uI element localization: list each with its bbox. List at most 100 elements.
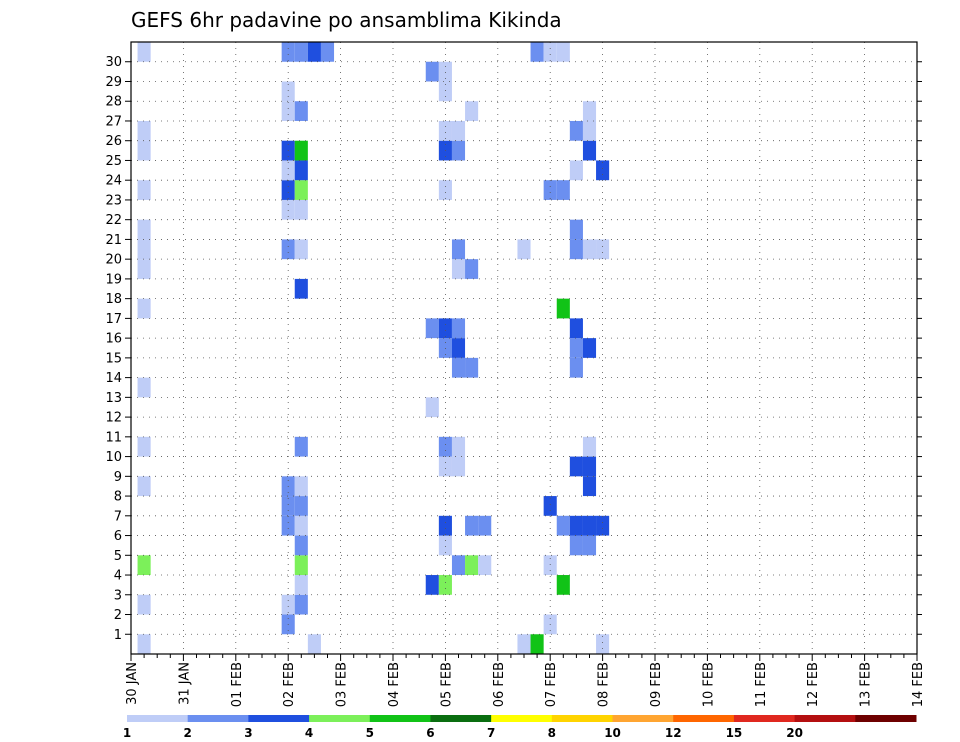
colorbar-label: 2 xyxy=(184,726,192,740)
y-tick-label: 6 xyxy=(114,529,122,544)
colorbar-label: 1 xyxy=(123,726,131,740)
heatmap-cell xyxy=(569,160,583,181)
heatmap-cell xyxy=(438,436,452,457)
colorbar-swatch xyxy=(794,715,856,722)
y-tick-label: 28 xyxy=(105,95,122,110)
x-tick-label: 04 FEB xyxy=(387,662,402,707)
heatmap-cell xyxy=(294,199,308,220)
heatmap-cell xyxy=(569,239,583,260)
heatmap-cell xyxy=(425,318,439,339)
heatmap-cell xyxy=(582,120,597,141)
heatmap-cell xyxy=(556,515,570,536)
heatmap-cell xyxy=(569,357,583,378)
heatmap-cell xyxy=(438,81,452,102)
heatmap-cell xyxy=(451,338,466,358)
heatmap-cell xyxy=(543,555,557,576)
heatmap-cell xyxy=(465,515,479,536)
y-tick-label: 4 xyxy=(114,569,122,584)
heatmap-cell xyxy=(596,239,610,260)
heatmap-cell xyxy=(582,338,597,358)
colorbar-label: 6 xyxy=(426,726,434,740)
heatmap-cell xyxy=(465,259,479,279)
heatmap-cell xyxy=(596,634,610,654)
heatmap-cell xyxy=(451,239,466,260)
heatmap-cell xyxy=(451,555,466,576)
colorbar-swatch xyxy=(612,715,674,722)
heatmap-cell xyxy=(582,476,597,497)
heatmap-cell xyxy=(451,436,466,457)
x-tick-label: 07 FEB xyxy=(544,662,559,707)
heatmap-cell xyxy=(530,42,544,62)
heatmap-cell xyxy=(294,515,308,536)
y-tick-label: 5 xyxy=(114,549,122,564)
y-tick-label: 9 xyxy=(114,470,122,485)
heatmap-cell xyxy=(569,515,583,536)
colorbar-swatch xyxy=(733,715,796,722)
colorbar-label: 3 xyxy=(244,726,252,740)
heatmap-cell xyxy=(137,140,151,161)
y-tick-label: 25 xyxy=(105,154,122,169)
heatmap-cell xyxy=(281,180,295,200)
heatmap-cell xyxy=(137,239,151,260)
heatmap-cell xyxy=(307,634,321,654)
colorbar-swatch xyxy=(491,715,553,722)
x-tick-label: 14 FEB xyxy=(911,662,926,707)
x-tick-label: 08 FEB xyxy=(597,662,612,707)
heatmap-cell xyxy=(137,436,151,457)
colorbar-swatch xyxy=(187,715,249,722)
colorbar-label: 12 xyxy=(665,726,682,740)
heatmap-cell xyxy=(451,357,466,378)
x-tick-label: 30 JAN xyxy=(125,662,140,705)
heatmap-cell xyxy=(307,42,321,62)
y-tick-label: 8 xyxy=(114,490,122,505)
heatmap-cell xyxy=(543,180,557,200)
heatmap-cell xyxy=(530,634,544,654)
y-tick-label: 30 xyxy=(105,55,122,70)
heatmap-cell xyxy=(543,496,557,516)
heatmap-cell xyxy=(596,160,610,181)
heatmap-cell xyxy=(294,239,308,260)
heatmap-cell xyxy=(517,634,531,654)
heatmap-cell xyxy=(438,535,452,556)
heatmap-cell xyxy=(294,101,308,121)
heatmap-cell xyxy=(137,555,151,576)
heatmap-cell xyxy=(438,318,452,339)
heatmap-cell xyxy=(543,42,557,62)
x-tick-label: 09 FEB xyxy=(649,662,664,707)
heatmap-cell xyxy=(294,535,308,556)
colorbar-label: 7 xyxy=(487,726,495,740)
heatmap-cell xyxy=(438,456,452,477)
x-tick-label: 06 FEB xyxy=(492,662,507,707)
heatmap-cell xyxy=(281,199,295,220)
y-tick-label: 20 xyxy=(105,253,122,268)
x-tick-label: 12 FEB xyxy=(806,662,821,707)
colorbar-label: 4 xyxy=(305,726,313,740)
heatmap-cell xyxy=(478,555,492,576)
y-tick-label: 19 xyxy=(105,272,122,287)
colorbar-swatch xyxy=(127,715,189,722)
heatmap-cell xyxy=(569,120,583,141)
heatmap-cell xyxy=(517,239,531,260)
heatmap-cell xyxy=(438,575,452,595)
heatmap-cell xyxy=(465,357,479,378)
heatmap-cell xyxy=(294,180,308,200)
heatmap-cell xyxy=(281,515,295,536)
y-tick-label: 10 xyxy=(105,450,122,465)
colorbar-label: 8 xyxy=(548,726,556,740)
heatmap-cell xyxy=(137,219,151,240)
y-tick-label: 3 xyxy=(114,588,122,603)
heatmap-cell xyxy=(556,42,570,62)
y-tick-label: 18 xyxy=(105,292,122,307)
x-tick-label: 05 FEB xyxy=(439,662,454,707)
heatmap-cell xyxy=(281,42,295,62)
colorbar-swatch xyxy=(855,715,917,722)
heatmap-cell xyxy=(478,515,492,536)
heatmap-cell xyxy=(425,61,439,82)
heatmap-cell xyxy=(294,476,308,497)
y-tick-label: 23 xyxy=(105,193,122,208)
heatmap-cell xyxy=(582,239,597,260)
heatmap-cell xyxy=(556,298,570,319)
heatmap-cell xyxy=(294,555,308,576)
colorbar-swatch xyxy=(248,715,310,722)
